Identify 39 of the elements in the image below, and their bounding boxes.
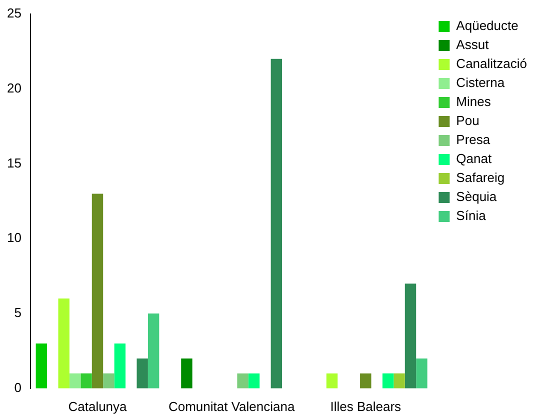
bar [181, 358, 192, 388]
legend-label: Aqüeducte [456, 18, 518, 34]
legend-label: Safareig [456, 170, 505, 186]
legend-label: Assut [456, 37, 490, 52]
y-tick-label: 15 [6, 155, 22, 170]
bar [382, 373, 394, 388]
legend-label: Pou [456, 113, 480, 128]
bar [404, 284, 416, 388]
x-tick-label: Comunitat Valenciana [168, 398, 296, 414]
legend-label: Mines [456, 94, 492, 110]
bar [58, 298, 70, 388]
legend-label: Sèquia [456, 189, 498, 204]
y-tick-label: 20 [6, 80, 22, 96]
bar [326, 373, 338, 388]
y-tick-label: 10 [6, 230, 22, 246]
legend-label: Presa [456, 132, 491, 148]
bar [36, 343, 48, 388]
bar [360, 373, 372, 388]
y-tick-label: 0 [14, 380, 22, 395]
y-tick-label: 25 [6, 6, 22, 21]
bar [416, 358, 428, 388]
legend-label: Cisterna [456, 75, 506, 90]
bar [80, 373, 92, 388]
bar [92, 194, 104, 388]
bar [394, 373, 405, 388]
legend-label: Canalització [456, 56, 528, 72]
bar [114, 343, 126, 388]
legend-label: Qanat [456, 151, 492, 166]
bar [248, 373, 260, 388]
bar [136, 358, 148, 388]
x-tick-label: Catalunya [68, 398, 128, 414]
bar [237, 373, 248, 388]
bar [103, 373, 114, 388]
bar [69, 373, 81, 388]
legend-label: Sínia [456, 208, 487, 224]
x-tick-label: Illes Balears [330, 398, 402, 414]
bar [148, 314, 160, 388]
y-tick-label: 5 [14, 305, 22, 320]
bar [270, 58, 282, 388]
